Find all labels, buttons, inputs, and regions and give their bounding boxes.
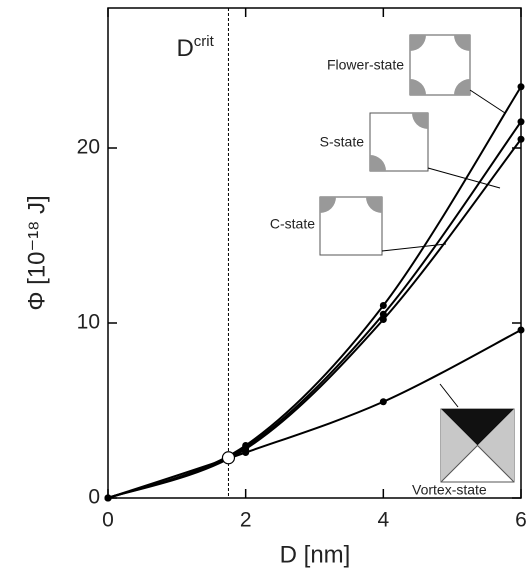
data-point: [379, 302, 387, 309]
flower-icon: [409, 34, 506, 114]
x-tick-label: 0: [102, 509, 114, 532]
critical-label: Dcrit: [176, 33, 214, 62]
critical-label-base: D: [176, 35, 193, 62]
data-point: [104, 494, 112, 502]
legend-label: S-state: [320, 134, 365, 150]
series-line: [107, 138, 522, 499]
legend-label: Vortex-state: [412, 482, 487, 498]
data-point: [379, 398, 387, 406]
x-tick-label: 6: [515, 509, 527, 532]
c-icon: [319, 196, 447, 256]
legend-label: Flower-state: [327, 57, 404, 73]
data-point: [517, 326, 525, 334]
critical-label-sup: crit: [194, 33, 215, 50]
data-point: [517, 83, 525, 91]
s-icon: [369, 112, 501, 189]
y-axis-label: Φ [10⁻¹⁸ J]: [23, 195, 50, 310]
y-tick-label: 20: [77, 136, 100, 159]
y-tick-label: 0: [88, 486, 100, 509]
data-point: [242, 449, 250, 456]
plot-frame: [107, 7, 522, 499]
y-tick-label: 10: [77, 311, 100, 334]
data-point: [379, 310, 387, 318]
vortex-icon: [439, 383, 515, 483]
legend-label: C-state: [270, 216, 315, 232]
x-axis-label: D [nm]: [280, 541, 351, 568]
critical-point: [221, 451, 236, 465]
x-tick-label: 4: [377, 509, 389, 532]
data-point: [517, 135, 525, 143]
series-line: [107, 329, 522, 499]
data-point: [517, 118, 525, 126]
data-point: [379, 316, 387, 323]
x-tick-label: 2: [240, 509, 252, 532]
